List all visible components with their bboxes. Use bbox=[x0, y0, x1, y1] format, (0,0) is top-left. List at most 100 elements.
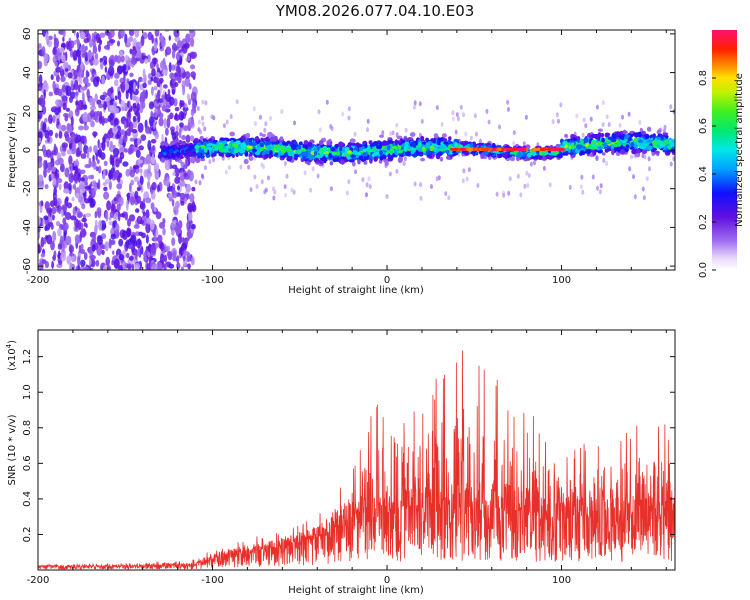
spectrogram-cell bbox=[261, 133, 266, 137]
spectrogram-cell bbox=[407, 137, 413, 141]
spectrogram-cell bbox=[48, 91, 53, 97]
spectrogram-cell bbox=[63, 181, 69, 191]
spectrogram-cell bbox=[173, 98, 178, 107]
snr-exponent: (x104) bbox=[5, 340, 18, 371]
spectrogram-cell bbox=[153, 41, 158, 52]
spectrogram-cell bbox=[467, 167, 471, 173]
spectrogram-cell bbox=[54, 159, 61, 166]
spectrogram-cell bbox=[630, 142, 635, 147]
spectrogram-cell bbox=[89, 259, 92, 265]
spectrogram-cell bbox=[419, 182, 423, 188]
spectrogram-cell bbox=[317, 109, 321, 115]
spectrogram-cell bbox=[642, 195, 646, 201]
spectrogram-cell bbox=[162, 227, 166, 236]
spectrogram-cell bbox=[630, 154, 634, 160]
spectrogram-cell bbox=[198, 180, 202, 186]
spectrogram-cell bbox=[176, 255, 180, 263]
spectrogram-cell bbox=[166, 251, 173, 258]
spectrogram-cell bbox=[75, 192, 80, 199]
spectrogram-cell bbox=[198, 147, 202, 153]
spectrogram-cell bbox=[227, 152, 232, 157]
spectrogram-cell bbox=[93, 181, 98, 193]
spectrogram-cell bbox=[109, 112, 115, 121]
spectrogram-cell bbox=[80, 177, 85, 182]
spectrogram-cell bbox=[302, 155, 306, 160]
spectrogram-cell bbox=[161, 94, 165, 102]
spectrogram-cell bbox=[265, 145, 271, 149]
spectrogram-cell bbox=[160, 38, 166, 48]
spectrogram-cell bbox=[121, 106, 125, 112]
spectrogram-cell bbox=[133, 82, 136, 92]
spectrogram-cell bbox=[68, 172, 74, 183]
spectrogram-cell bbox=[166, 117, 171, 129]
spectrogram-cell bbox=[246, 145, 253, 149]
spectrogram-cell bbox=[652, 140, 657, 146]
spectrogram-cell bbox=[90, 160, 96, 168]
spectrogram-cell bbox=[190, 64, 196, 70]
spectrogram-cell bbox=[64, 115, 68, 122]
spectrogram-cell bbox=[386, 149, 391, 154]
spectrogram-cell bbox=[129, 255, 134, 261]
spectrogram-cell bbox=[64, 71, 69, 78]
spectrogram-cell bbox=[61, 144, 67, 153]
spectrogram-cell bbox=[436, 139, 441, 145]
spectrogram-cell bbox=[475, 131, 478, 137]
spectrogram-cell bbox=[108, 171, 114, 180]
spectrogram-cell bbox=[91, 102, 95, 108]
spectrogram-cell bbox=[167, 88, 171, 95]
spectrogram-cell bbox=[60, 124, 67, 132]
spectrogram-cell bbox=[47, 136, 51, 143]
spectrogram-cell bbox=[378, 150, 383, 156]
spectrogram-cell bbox=[164, 30, 170, 33]
spectrogram-cell bbox=[159, 83, 163, 93]
spectrogram-cell bbox=[584, 123, 588, 129]
spectrogram-cell bbox=[78, 125, 84, 131]
spectrogram-cell bbox=[162, 151, 167, 156]
spectrogram-cell bbox=[523, 183, 527, 189]
spectrogram-cell bbox=[97, 211, 101, 219]
spectrogram-cell bbox=[144, 58, 149, 64]
spectrogram-cell bbox=[469, 135, 473, 141]
spectrogram-cell bbox=[448, 136, 452, 141]
spectrogram-cell bbox=[397, 150, 403, 154]
spectrogram-cell bbox=[440, 122, 444, 127]
spectrogram-cell bbox=[74, 206, 78, 211]
spectrogram-cell bbox=[106, 141, 110, 148]
spectrogram-cell bbox=[104, 30, 110, 36]
spectrogram-cell bbox=[357, 158, 361, 165]
spectrogram-cell bbox=[129, 169, 135, 178]
spectrogram-cell bbox=[159, 60, 167, 71]
spectrogram-cell bbox=[90, 267, 94, 270]
spectrogram-cell bbox=[156, 63, 159, 70]
spectrogram-cell bbox=[353, 151, 358, 155]
spectrogram-cell bbox=[225, 145, 231, 149]
spectrogram-cell bbox=[329, 161, 334, 166]
spectrogram-cell bbox=[176, 125, 179, 132]
spectrogram-cell bbox=[41, 105, 47, 115]
spectrogram-cell bbox=[79, 188, 86, 194]
spectrogram-cell bbox=[143, 169, 148, 178]
spectrogram-cell bbox=[105, 96, 111, 102]
spectrogram-cell bbox=[435, 105, 439, 111]
spectrogram-cell bbox=[127, 192, 130, 201]
spectrogram-cell bbox=[249, 187, 253, 193]
spectrogram-cell bbox=[173, 206, 178, 211]
spectrogram-cell bbox=[131, 49, 136, 60]
spectrogram-cell bbox=[314, 150, 317, 156]
spectrogram-cell bbox=[124, 33, 128, 45]
spectrogram-cell bbox=[83, 38, 89, 44]
spectrogram-cell bbox=[487, 145, 492, 149]
spectrogram-cell bbox=[116, 55, 122, 64]
spectrogram-cell bbox=[164, 91, 167, 100]
spectrogram-cell bbox=[50, 74, 54, 81]
spectrogram-cell bbox=[55, 220, 61, 227]
spectrogram-cell bbox=[328, 153, 333, 159]
spectrogram-cell bbox=[394, 139, 398, 145]
spectrogram-cell bbox=[117, 90, 122, 101]
spectrogram-cell bbox=[48, 129, 53, 137]
spectrogram-cell bbox=[131, 128, 138, 134]
spectrogram-cell bbox=[180, 144, 185, 149]
spectrogram-cell bbox=[564, 134, 568, 138]
spectrogram-cell bbox=[641, 130, 646, 135]
spectrogram-cell bbox=[160, 142, 166, 146]
